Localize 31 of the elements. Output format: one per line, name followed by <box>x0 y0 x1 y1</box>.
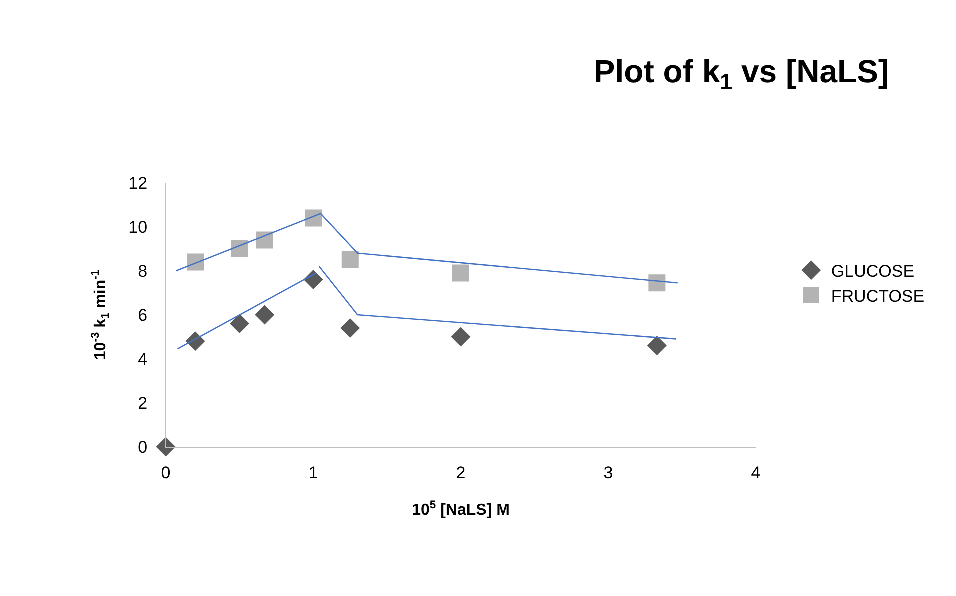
y-tick-label: 2 <box>138 394 148 413</box>
point <box>230 314 250 334</box>
point <box>231 240 248 258</box>
x-tick-label: 2 <box>456 463 466 482</box>
point <box>255 305 275 325</box>
y-tick-label: 12 <box>128 174 148 193</box>
point <box>452 264 470 282</box>
y-tick-label: 6 <box>138 306 148 325</box>
point <box>156 437 176 457</box>
x-axis-title: 10$^{5}$ [NaLS] M <box>412 499 510 520</box>
legend-label: GLUCOSE <box>831 262 915 281</box>
point <box>451 327 471 347</box>
point <box>305 210 322 227</box>
point <box>340 318 360 338</box>
point <box>186 332 206 352</box>
point <box>648 274 666 292</box>
point <box>647 336 667 356</box>
point <box>342 252 359 268</box>
x-tick-label: 0 <box>161 463 171 482</box>
y-tick-label: 4 <box>138 350 148 369</box>
point <box>256 232 274 249</box>
y-tick-label: 0 <box>138 438 148 457</box>
legend-label: FRUCTOSE <box>831 287 925 306</box>
x-tick-label: 4 <box>751 463 761 482</box>
y-tick-label: 10 <box>128 218 148 237</box>
point <box>304 270 324 290</box>
x-tick-label: 1 <box>308 463 318 482</box>
point <box>187 254 204 271</box>
y-tick-label: 8 <box>138 262 148 281</box>
x-tick-label: 3 <box>604 463 614 482</box>
chart-title: Plot of k$_{1}$ vs [NaLS] <box>594 54 890 94</box>
